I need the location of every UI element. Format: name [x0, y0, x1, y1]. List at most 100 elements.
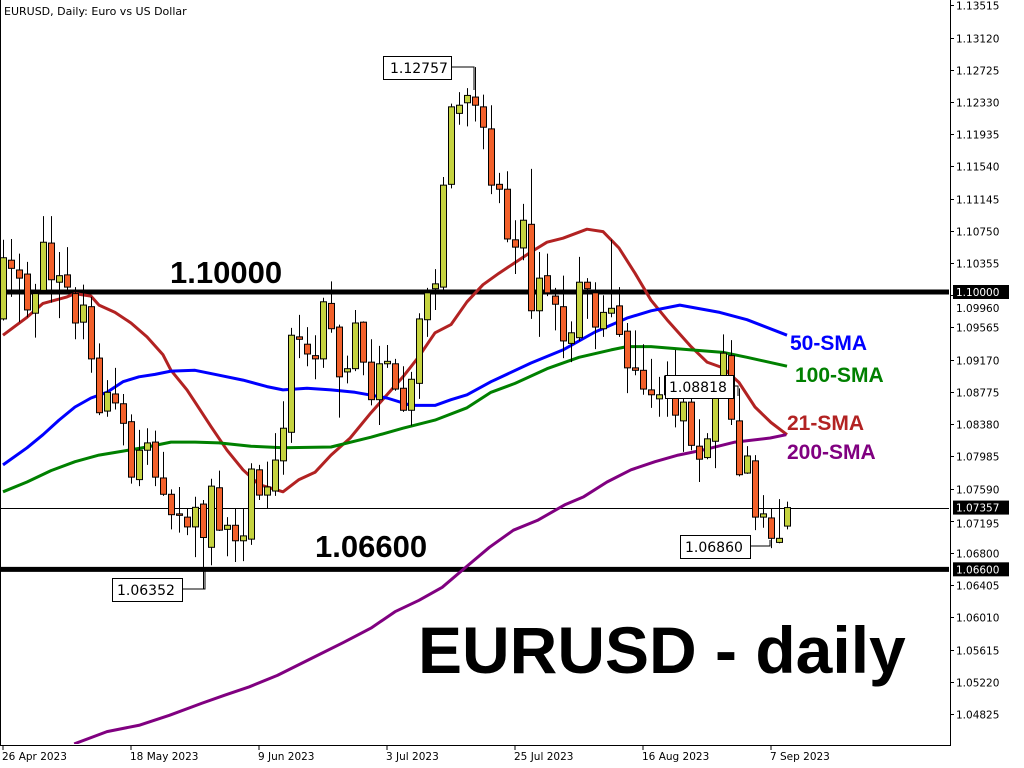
candle-body-bull [248, 468, 255, 540]
price-tick-label: 1.13515 [956, 1, 999, 13]
candle-body-bear [512, 239, 519, 248]
candle [392, 358, 399, 391]
candle [576, 256, 583, 341]
candle [640, 344, 647, 395]
candle-body-bull [744, 455, 751, 474]
price-tick-label: 1.10750 [956, 227, 999, 239]
candle [64, 247, 71, 294]
candle-body-bear [592, 292, 599, 328]
candle [16, 253, 23, 323]
price-tick-label: 1.11145 [956, 195, 999, 207]
candle-body-bear [560, 306, 567, 342]
candle-body-bull [432, 283, 439, 290]
candle [304, 327, 311, 367]
candle-body-bear [256, 469, 263, 496]
callout-value: 1.08818 [669, 380, 727, 396]
candle [424, 287, 431, 337]
candle-body-bull [352, 322, 359, 370]
candle-body-bull [80, 304, 87, 323]
candle [384, 345, 391, 368]
candle-body-bull [40, 241, 47, 291]
candle [560, 275, 567, 359]
candle [360, 321, 367, 376]
callout-value: 1.06352 [117, 583, 175, 599]
price-tick-label: 1.07195 [956, 519, 999, 531]
callout-box [665, 375, 734, 399]
time-axis[interactable]: 26 Apr 2023 18 May 2023 9 Jun 2023 3 Jul 20… [2, 745, 830, 763]
candle-body-bull [416, 318, 423, 384]
candle-body-bull [600, 311, 607, 330]
price-tick-label: 1.07590 [956, 485, 999, 497]
candle-body-bull [464, 94, 471, 104]
candle [416, 313, 423, 399]
candle-body-bull [32, 293, 39, 314]
candle-body-bear [64, 274, 71, 288]
candle-body-bear [544, 275, 551, 294]
time-tick-label: 25 Jul 2023 [514, 751, 573, 763]
candle [184, 508, 191, 536]
callout-swing-high: 1.12757 [383, 56, 475, 90]
candle [472, 67, 479, 122]
candle-body-bull [320, 301, 327, 360]
candle [376, 345, 383, 425]
candle [488, 105, 495, 195]
candle-body-bear [616, 305, 623, 335]
candle-body-bear [176, 513, 183, 516]
time-tick-label: 18 May 2023 [130, 751, 198, 763]
candle-body-bear [336, 326, 343, 378]
candle [704, 433, 711, 460]
candle [592, 282, 599, 350]
price-highlight-label: 1.06600 [956, 564, 999, 576]
price-highlight-box [953, 562, 1009, 577]
candle-body-bear [232, 524, 239, 542]
candle [752, 455, 759, 531]
candle-body-bear [152, 441, 159, 478]
candle-body-bull [408, 378, 415, 411]
price-tick-label: 1.13120 [956, 34, 999, 46]
candle-body-bull [288, 334, 295, 433]
callout-connector [451, 66, 475, 90]
candle [328, 281, 335, 333]
candle [32, 283, 39, 338]
candle [264, 461, 271, 509]
candle-body-bear [312, 355, 319, 360]
legend-21-sma: 21-SMA [787, 412, 864, 435]
candle-body-bull [576, 281, 583, 339]
candle [784, 501, 791, 530]
candle [320, 297, 327, 368]
candle-body-bull [136, 449, 143, 481]
chart-title: EURUSD, Daily: Euro vs US Dollar [4, 5, 187, 18]
candle [152, 430, 159, 487]
candle-body-bear [552, 295, 559, 305]
candle [408, 371, 415, 426]
callout-box [680, 535, 751, 559]
price-highlight-box [953, 285, 1009, 299]
candle-body-bear [688, 401, 695, 446]
legend-100-sma: 100-SMA [795, 364, 884, 387]
candle [256, 464, 263, 500]
candle [440, 176, 447, 292]
candle [632, 330, 639, 376]
candle-body-bear [200, 503, 207, 539]
candle [688, 390, 695, 451]
level-label-1-06600: 1.06600 [315, 529, 427, 564]
candle-body-bull [240, 535, 247, 542]
candle-body-bear [640, 369, 647, 390]
candle [768, 508, 775, 549]
price-axis[interactable]: 1.13515 1.13120 1.12725 1.12330 1.11935 1.115… [950, 1, 999, 722]
candle [168, 489, 175, 530]
candle-body-bull [608, 307, 615, 314]
candle [48, 216, 55, 303]
callout-value: 1.06860 [685, 540, 743, 556]
candle-body-bull [384, 360, 391, 365]
callout-box [383, 56, 452, 80]
candle-body-bear [112, 393, 119, 404]
candle [112, 367, 119, 410]
candle-body-bull [456, 104, 463, 114]
legend-200-sma: 200-SMA [787, 441, 876, 464]
price-tick-label: 1.07985 [956, 452, 999, 464]
candle [176, 486, 183, 533]
price-tick-label: 1.11935 [956, 130, 999, 142]
candle [352, 309, 359, 372]
